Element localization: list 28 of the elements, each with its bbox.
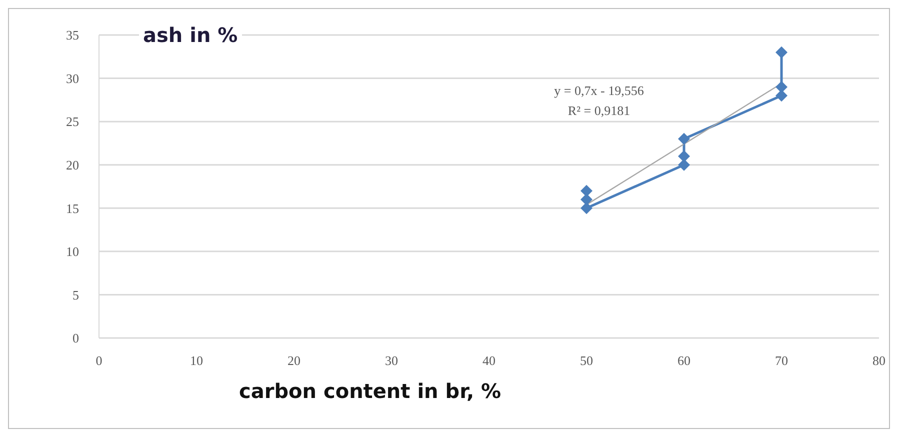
x-tick-label: 50: [580, 353, 593, 368]
x-tick-label: 10: [190, 353, 203, 368]
point: [776, 46, 788, 58]
x-tick-label: 0: [96, 353, 102, 368]
y-tick-label: 25: [66, 114, 79, 130]
y-axis-title: ash in %: [139, 23, 242, 47]
point: [776, 80, 788, 93]
y-tick-label: 10: [66, 244, 79, 260]
point: [580, 184, 592, 197]
y-tick-label: 0: [72, 330, 79, 346]
x-axis-title: carbon content in br, %: [239, 379, 502, 403]
y-tick-label: 5: [72, 287, 79, 302]
y-tick-label: 15: [66, 200, 79, 216]
point: [678, 132, 690, 145]
annotation: y = 0,7x - 19,556: [553, 82, 645, 100]
x-tick-label: 70: [775, 353, 788, 368]
x-tick-label: 40: [482, 353, 496, 368]
point: [776, 90, 788, 102]
y-tick-label: 30: [66, 70, 79, 86]
annotation: R² = 0,9181: [566, 102, 632, 120]
x-tick-label: 20: [288, 353, 300, 368]
y-tick-label: 35: [66, 28, 79, 43]
x-tick-label: 30: [385, 353, 398, 368]
x-tick-label: 80: [872, 353, 886, 368]
point: [580, 202, 592, 214]
x-tick-label: 60: [678, 353, 690, 368]
point: [678, 150, 690, 162]
y-tick-label: 20: [66, 157, 79, 172]
